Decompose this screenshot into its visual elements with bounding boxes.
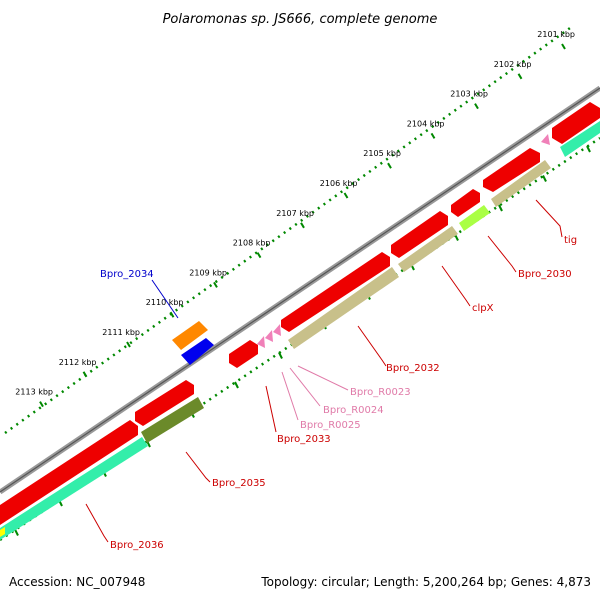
gene-tig[interactable] — [552, 102, 600, 144]
scale-label: 2111 kbp — [102, 328, 140, 337]
label-bpro-2033[interactable]: Bpro_2033 — [277, 434, 331, 445]
scale-label: 2110 kbp — [146, 298, 184, 307]
gene-bpro-2032a[interactable] — [391, 211, 448, 258]
label-bpro-r0024[interactable]: Bpro_R0024 — [323, 405, 384, 416]
callout-bpro-r0024 — [289, 367, 321, 407]
scale-label: 2107 kbp — [276, 209, 314, 218]
label-bpro-r0023[interactable]: Bpro_R0023 — [350, 387, 411, 398]
label-bpro-2035[interactable]: Bpro_2035 — [212, 478, 266, 489]
callout-bpro-2036 — [85, 503, 109, 543]
scale-label: 2109 kbp — [189, 268, 227, 277]
scale-tick — [169, 311, 175, 318]
scale-tick — [343, 192, 349, 199]
callout-lines — [85, 199, 563, 543]
gene-bpro-2034-orange[interactable] — [172, 321, 208, 350]
gene-bpro-2030[interactable] — [483, 148, 540, 192]
gene-labels: tig Bpro_2030 clpX Bpro_2032 Bpro_R0023 … — [100, 235, 577, 551]
gene-bpro-2034[interactable] — [181, 338, 214, 365]
inner-scale-tick — [542, 175, 547, 182]
trna-near-tig[interactable] — [541, 134, 550, 145]
scale-tick — [39, 401, 44, 408]
trna-bpro-r0023[interactable] — [273, 324, 281, 336]
gene-bpro-2035-olive[interactable] — [141, 397, 204, 443]
gene-clpx[interactable] — [451, 189, 480, 217]
scale-tick — [82, 371, 88, 378]
gene-bpro-2036-yellow[interactable] — [0, 527, 5, 537]
scale-label: 2103 kbp — [450, 90, 488, 99]
scale-tick — [256, 252, 262, 259]
label-clpx[interactable]: clpX — [472, 303, 494, 314]
callout-bpro-r0023 — [297, 365, 349, 391]
gene-bpro-2036[interactable] — [0, 420, 138, 525]
gene-bpro-2033[interactable] — [229, 340, 258, 368]
gene-bpro-2035[interactable] — [135, 380, 194, 426]
scale-label: 2106 kbp — [320, 179, 358, 188]
callout-bpro-2032 — [357, 325, 387, 367]
accession-text: Accession: NC_007948 — [9, 575, 145, 589]
scale-label: 2113 kbp — [15, 388, 53, 397]
scale-label: 2105 kbp — [363, 149, 401, 158]
callout-clpx — [441, 265, 471, 307]
scale-label: 2104 kbp — [407, 119, 445, 128]
callout-bpro-2035 — [185, 451, 211, 483]
gene-bpro-2030-olive[interactable] — [491, 160, 551, 207]
outer-scale: 2101 kbp 2102 kbp 2103 kbp 2104 kbp 2105 kbp… — [4, 26, 575, 435]
scale-tick — [300, 222, 305, 229]
map-title: Polaromonas sp. JS666, complete genome — [163, 12, 438, 27]
inner-scale-tick — [586, 145, 591, 153]
summary-text: Topology: circular; Length: 5,200,264 bp… — [260, 575, 591, 589]
inner-scale-tick — [234, 381, 239, 389]
gene-clpx-lime[interactable] — [459, 205, 490, 231]
inner-scale-tick — [278, 352, 283, 359]
scale-label: 2108 kbp — [233, 239, 271, 248]
callout-bpro-2030 — [487, 235, 517, 273]
trna-bpro-r0024[interactable] — [265, 330, 273, 342]
scale-tick — [213, 281, 218, 288]
label-bpro-r0025[interactable]: Bpro_R0025 — [300, 420, 361, 431]
callout-bpro-r0025 — [281, 371, 299, 421]
gene-bpro-2032b[interactable] — [398, 226, 458, 272]
scale-tick — [517, 73, 523, 80]
scale-tick — [126, 341, 131, 348]
scale-tick — [430, 132, 436, 139]
gene-bpro-2032-olive[interactable] — [288, 267, 399, 349]
callout-tig — [535, 199, 563, 238]
gene-bpro-2036-teal[interactable] — [0, 437, 148, 540]
scale-tick — [387, 162, 392, 169]
scale-label: 2112 kbp — [59, 358, 97, 367]
scale-tick — [561, 43, 566, 50]
gene-bpro-2032[interactable] — [281, 252, 390, 332]
scale-label: 2101 kbp — [537, 30, 575, 39]
inner-scale-tick — [498, 204, 503, 212]
callout-bpro-2033 — [265, 385, 277, 433]
scale-label: 2102 kbp — [494, 60, 532, 69]
label-bpro-2034[interactable]: Bpro_2034 — [100, 269, 154, 280]
callout-bpro-2034 — [151, 279, 179, 319]
scale-tick — [474, 103, 479, 110]
features — [0, 102, 600, 540]
gene-tig-teal[interactable] — [560, 121, 600, 157]
label-tig[interactable]: tig — [564, 235, 577, 246]
label-bpro-2032[interactable]: Bpro_2032 — [386, 363, 440, 374]
backbone — [0, 85, 600, 495]
label-bpro-2030[interactable]: Bpro_2030 — [518, 269, 572, 280]
trna-bpro-r0025[interactable] — [257, 336, 265, 348]
label-bpro-2036[interactable]: Bpro_2036 — [110, 540, 164, 551]
inner-scale-tick — [14, 529, 19, 536]
